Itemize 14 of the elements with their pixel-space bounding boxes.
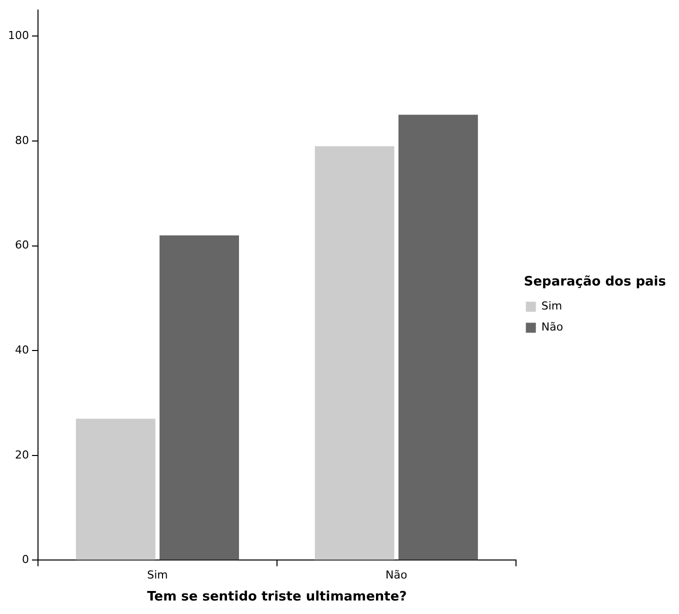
- x-axis-title: Tem se sentido triste ultimamente?: [147, 590, 407, 605]
- y-tick-label: 40: [14, 343, 29, 356]
- bar: [160, 235, 239, 560]
- bar: [314, 146, 394, 560]
- y-tick-label: 0: [22, 553, 29, 566]
- legend-label: Não: [541, 320, 564, 334]
- y-tick-label: 100: [8, 29, 29, 42]
- legend-label: Sim: [541, 300, 562, 313]
- y-tick-label: 20: [14, 448, 29, 462]
- y-tick-label: 80: [14, 134, 29, 147]
- legend-title: Separação dos pais: [524, 274, 666, 290]
- bar: [398, 114, 478, 560]
- y-tick-label: 60: [14, 238, 29, 252]
- bar: [76, 418, 156, 560]
